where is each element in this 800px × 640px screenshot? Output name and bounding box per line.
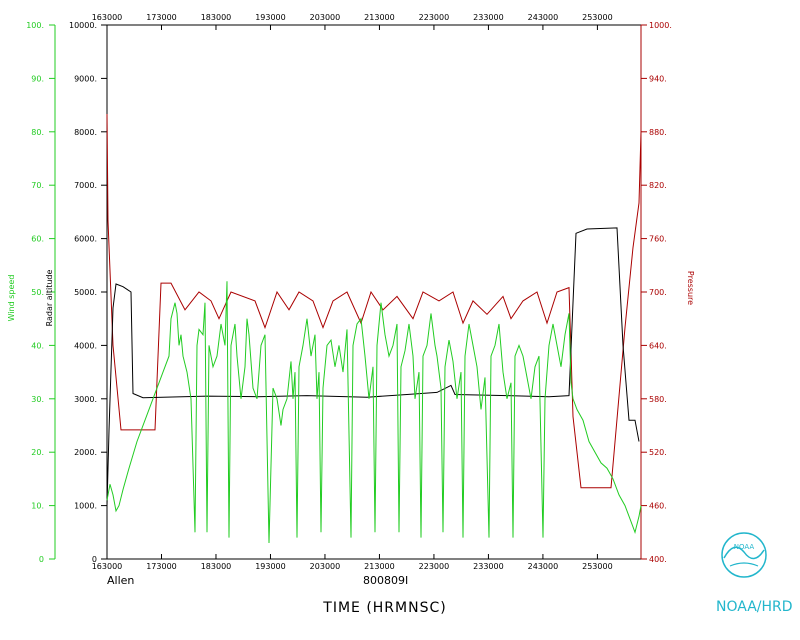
pressure-tick-label: 520. <box>649 448 667 457</box>
wind-tick-label: 80. <box>31 128 44 137</box>
x-tick-label-top: 233000 <box>473 13 504 22</box>
x-tick-label-top: 253000 <box>582 13 613 22</box>
pressure-tick-label: 940. <box>649 74 667 83</box>
x-tick-label-top: 193000 <box>255 13 286 22</box>
altitude-tick-label: 9000. <box>74 74 97 83</box>
altitude-tick-label: 10000. <box>69 21 97 30</box>
x-tick-label-bottom: 253000 <box>582 562 613 571</box>
wind-tick-label: 50. <box>31 288 44 297</box>
wind-tick-label: 90. <box>31 74 44 83</box>
axes-layer <box>49 24 647 560</box>
y-axis-title-altitude: Radar altitude <box>45 270 54 327</box>
logo-wave-low <box>729 562 759 567</box>
altitude-tick-label: 1000. <box>74 502 97 511</box>
logo-circle <box>721 532 767 578</box>
x-tick-label-top: 173000 <box>146 13 177 22</box>
x-tick-label-bottom: 223000 <box>419 562 450 571</box>
x-axis-title: TIME (HRMNSC) <box>322 600 446 616</box>
pressure-tick-label: 700. <box>649 288 667 297</box>
noaa-logo: NOAA <box>721 532 767 578</box>
x-tick-label-top: 213000 <box>364 13 395 22</box>
series-line-wind-speed <box>106 281 642 544</box>
wind-tick-label: 70. <box>31 181 44 190</box>
series-line-pressure <box>106 113 642 489</box>
org-label: NOAA/HRD <box>716 599 793 615</box>
altitude-tick-label: 0 <box>92 555 97 564</box>
wind-tick-label: 40. <box>31 341 44 350</box>
tick-layer: 0 0 400. 10. 1000. 460. 20. 2000. 520. 30. 3000. 58… <box>26 13 672 571</box>
y-axis-title-wind: Wind speed <box>7 275 16 322</box>
wind-tick-label: 30. <box>31 395 44 404</box>
x-tick-label-bottom: 243000 <box>528 562 559 571</box>
x-tick-label-top: 183000 <box>201 13 232 22</box>
wind-tick-label: 0 <box>39 555 44 564</box>
x-tick-label-bottom: 193000 <box>255 562 286 571</box>
wind-tick-label: 100. <box>26 21 44 30</box>
wind-tick-label: 20. <box>31 448 44 457</box>
wind-tick-label: 10. <box>31 502 44 511</box>
x-tick-label-bottom: 163000 <box>92 562 123 571</box>
pressure-tick-label: 640. <box>649 341 667 350</box>
pressure-tick-label: 820. <box>649 181 667 190</box>
x-tick-label-top: 163000 <box>92 13 123 22</box>
x-tick-label-top: 223000 <box>419 13 450 22</box>
pressure-tick-label: 880. <box>649 128 667 137</box>
pressure-tick-label: 1000. <box>649 21 672 30</box>
x-tick-label-bottom: 233000 <box>473 562 504 571</box>
altitude-tick-label: 4000. <box>74 341 97 350</box>
altitude-tick-label: 7000. <box>74 181 97 190</box>
pressure-tick-label: 580. <box>649 395 667 404</box>
altitude-tick-label: 2000. <box>74 448 97 457</box>
series-layer <box>106 113 642 544</box>
altitude-tick-label: 8000. <box>74 128 97 137</box>
pressure-tick-label: 760. <box>649 235 667 244</box>
storm-label: Allen <box>107 574 134 587</box>
logo-wave <box>723 546 765 560</box>
x-tick-label-bottom: 203000 <box>310 562 341 571</box>
flight-id-label: 800809I <box>363 574 408 587</box>
logo-text: NOAA <box>734 543 755 551</box>
y-axis-title-pressure: Pressure <box>686 271 695 305</box>
altitude-tick-label: 6000. <box>74 235 97 244</box>
altitude-tick-label: 5000. <box>74 288 97 297</box>
series-line-radar-altitude <box>106 227 640 506</box>
x-tick-label-top: 203000 <box>310 13 341 22</box>
altitude-tick-label: 3000. <box>74 395 97 404</box>
x-tick-label-bottom: 183000 <box>201 562 232 571</box>
x-tick-label-bottom: 213000 <box>364 562 395 571</box>
wind-tick-label: 60. <box>31 235 44 244</box>
x-tick-label-bottom: 173000 <box>146 562 177 571</box>
pressure-tick-label: 460. <box>649 502 667 511</box>
pressure-tick-label: 400. <box>649 555 667 564</box>
x-tick-label-top: 243000 <box>528 13 559 22</box>
